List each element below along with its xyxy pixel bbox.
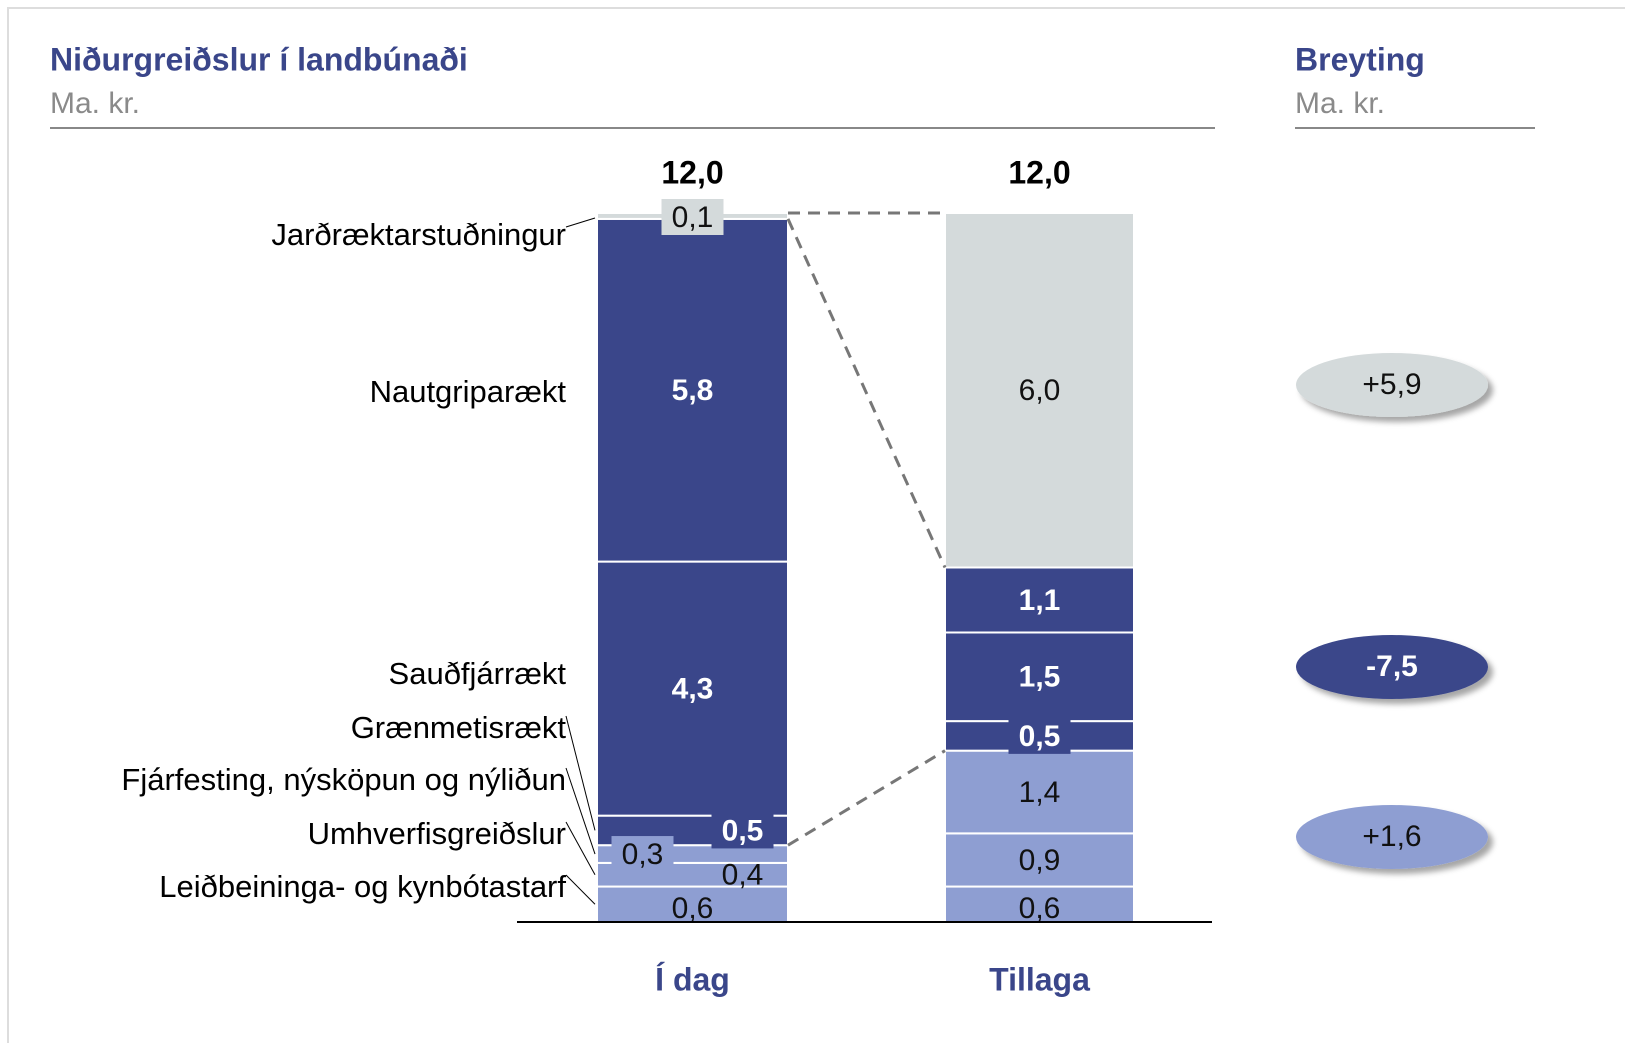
bar-segment xyxy=(944,749,1135,835)
data-label: 0,5 xyxy=(1019,720,1061,753)
legend-label: Umhverfisgreiðslur xyxy=(308,816,566,851)
bar-segment xyxy=(944,631,1135,723)
leader-line xyxy=(565,767,596,855)
data-label: 1,4 xyxy=(1019,776,1061,809)
bar-segment xyxy=(596,217,789,563)
legend-label: Jarðræktarstuðningur xyxy=(271,217,566,252)
legend-label: Fjárfesting, nýsköpun og nýliðun xyxy=(121,762,566,797)
total-label: 12,0 xyxy=(661,154,723,190)
bar-segment xyxy=(596,885,789,923)
chart-title: Niðurgreiðslur í landbúnaði xyxy=(50,41,468,77)
change-subtitle: Ma. kr. xyxy=(1295,87,1385,120)
data-label: 6,0 xyxy=(1019,374,1061,407)
x-tick-label: Í dag xyxy=(655,961,730,997)
data-label: 5,8 xyxy=(672,374,714,407)
data-label: 0,6 xyxy=(1019,892,1061,925)
bar-segment xyxy=(944,566,1135,634)
leader-line xyxy=(565,821,596,875)
x-tick-label: Tillaga xyxy=(989,961,1090,997)
data-label: 0,3 xyxy=(622,838,664,871)
label-box xyxy=(1008,717,1071,754)
label-box xyxy=(611,836,674,873)
frame xyxy=(7,7,1625,1043)
change-bubble xyxy=(1296,353,1488,417)
change-label: +1,6 xyxy=(1362,820,1421,853)
change-bubble xyxy=(1296,805,1488,869)
data-label: 4,3 xyxy=(672,673,714,706)
label-box xyxy=(711,812,774,849)
legend-label: Sauðfjárrækt xyxy=(389,656,567,691)
change-title: Breyting xyxy=(1295,41,1425,77)
chart-subtitle: Ma. kr. xyxy=(50,87,140,120)
leader-line xyxy=(565,874,596,905)
data-label: 0,9 xyxy=(1019,844,1061,877)
legend-label: Leiðbeininga- og kynbótastarf xyxy=(159,869,566,904)
change-bubble xyxy=(1296,635,1488,699)
data-label: 1,1 xyxy=(1019,584,1061,617)
change-label: +5,9 xyxy=(1362,368,1421,401)
connector xyxy=(786,218,947,569)
bar-segment xyxy=(596,560,789,817)
data-label: 0,1 xyxy=(672,201,714,234)
data-label: 0,6 xyxy=(672,892,714,925)
data-label: 1,5 xyxy=(1019,661,1061,694)
data-label: 0,5 xyxy=(722,814,764,847)
leader-line xyxy=(565,217,596,228)
connector xyxy=(787,749,946,847)
data-label: 0,4 xyxy=(722,859,764,892)
change-label: -7,5 xyxy=(1366,650,1418,683)
label-box xyxy=(661,199,724,235)
bar-segment xyxy=(944,212,1135,569)
legend-label: Nautgriparækt xyxy=(370,374,567,409)
leader-line xyxy=(565,715,596,831)
total-label: 12,0 xyxy=(1008,154,1070,190)
legend-label: Grænmetisrækt xyxy=(351,710,567,745)
